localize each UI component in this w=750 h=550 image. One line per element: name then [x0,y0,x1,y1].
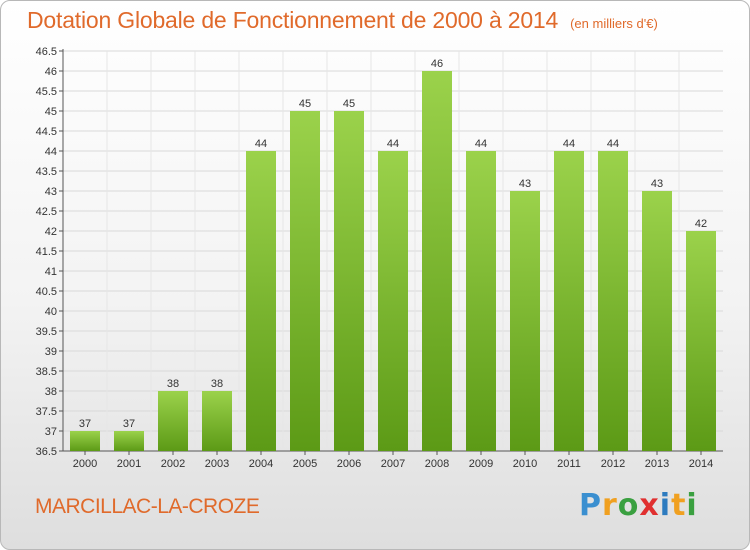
y-tick-label: 40.5 [36,286,57,298]
bar-2014 [686,231,716,451]
x-tick-label: 2007 [381,458,405,470]
x-tick-label: 2005 [293,458,317,470]
bar-value-label: 38 [167,378,179,390]
bar-2007 [378,151,408,451]
bar-value-label: 37 [79,418,91,430]
bar-value-label: 43 [519,178,531,190]
bar-value-label: 46 [431,58,443,70]
bar-value-label: 42 [695,218,707,230]
y-tick-label: 46 [45,66,57,78]
bar-value-label: 44 [475,138,487,150]
y-tick-labels: 36.5 37 37.5 38 38.5 39 39.5 40 40.5 41 41.5 42 42.5… [36,46,57,458]
bar-value-label: 44 [563,138,575,150]
x-tick-label: 2010 [513,458,537,470]
x-tick-label: 2009 [469,458,493,470]
y-tick-label: 42.5 [36,206,57,218]
bar-2001 [114,431,144,451]
y-tick-label: 41.5 [36,246,57,258]
bar-2013 [642,191,672,451]
y-tick-label: 43.5 [36,166,57,178]
bar-value-label: 44 [387,138,399,150]
x-tick-label: 2013 [645,458,669,470]
y-tick-label: 40 [45,306,57,318]
y-tick-label: 39.5 [36,326,57,338]
bar-2008 [422,71,452,451]
chart-title: Dotation Globale de Fonctionnement de 20… [27,7,658,34]
x-tick-label: 2006 [337,458,361,470]
bar-value-label: 38 [211,378,223,390]
y-tick-label: 36.5 [36,446,57,458]
x-tick-label: 2008 [425,458,449,470]
y-tick-label: 44.5 [36,126,57,138]
bar-value-labels: 37 37 38 38 44 45 45 44 46 44 43 44 44 43 42 [79,58,707,430]
x-tick-label: 2001 [117,458,141,470]
y-tick-label: 39 [45,346,57,358]
x-tick-label: 2012 [601,458,625,470]
proxiti-logo: Proxiti [579,488,698,523]
commune-name: MARCILLAC-LA-CROZE [35,495,260,518]
bar-2004 [246,151,276,451]
y-tick-label: 43 [45,186,57,198]
x-tick-label: 2004 [249,458,273,470]
x-tick-label: 2003 [205,458,229,470]
bar-2002 [158,391,188,451]
bar-value-label: 45 [299,98,311,110]
y-tick-label: 41 [45,266,57,278]
y-tick-label: 46.5 [36,46,57,58]
y-tick-label: 42 [45,226,57,238]
bar-value-label: 45 [343,98,355,110]
y-tick-label: 37 [45,426,57,438]
chart-title-text: Dotation Globale de Fonctionnement de 20… [27,7,559,33]
bar-2009 [466,151,496,451]
x-tick-label: 2000 [73,458,97,470]
bar-2005 [290,111,320,451]
bar-2011 [554,151,584,451]
y-tick-label: 38 [45,386,57,398]
bar-value-label: 43 [651,178,663,190]
bar-2012 [598,151,628,451]
y-tick-label: 38.5 [36,366,57,378]
bar-2006 [334,111,364,451]
bar-value-label: 44 [255,138,267,150]
bars [70,71,716,451]
y-tick-label: 45 [45,106,57,118]
x-tick-label: 2011 [557,458,581,470]
bar-value-label: 37 [123,418,135,430]
bar-2003 [202,391,232,451]
x-tick-label: 2002 [161,458,185,470]
y-tick-label: 44 [45,146,57,158]
bar-value-label: 44 [607,138,619,150]
x-tick-labels: 2000 2001 2002 2003 2004 2005 2006 2007 2008 2009… [73,458,713,470]
y-tick-label: 37.5 [36,406,57,418]
y-tick-label: 45.5 [36,86,57,98]
bar-2010 [510,191,540,451]
x-tick-label: 2014 [689,458,713,470]
bar-2000 [70,431,100,451]
chart-subtitle: (en milliers d'€) [570,16,658,31]
